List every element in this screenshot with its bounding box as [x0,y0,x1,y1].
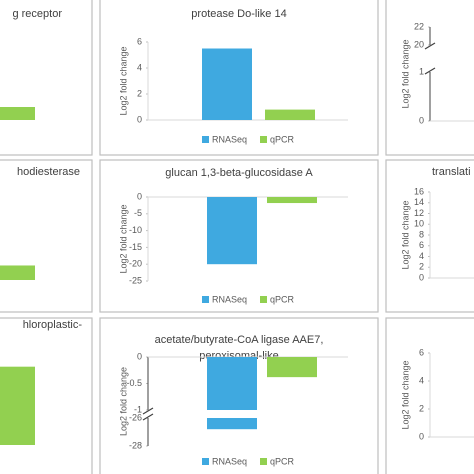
y-tick-label: -25 [129,275,142,285]
y-tick-label: -5 [134,208,142,218]
y-tick-label: 14 [414,197,424,207]
bar [267,197,317,204]
y-tick-label: 4 [419,251,424,261]
y-tick-label: 22 [414,21,424,31]
legend-swatch [202,136,209,143]
chart-title: acetate/butyrate-CoA ligase AAE7, [155,334,324,346]
y-tick-label: 4 [419,375,424,385]
legend-swatch [260,458,267,465]
chart-title: hloroplastic- [23,319,83,331]
y-tick-label: 2 [419,262,424,272]
y-axis-label: Log2 fold change [118,46,128,115]
panel-frame [0,0,93,156]
chart-title: protease Do-like 14 [191,8,286,20]
y-tick-label: 4 [137,62,142,72]
panel-frame [99,0,379,156]
panel-frame [99,159,379,313]
y-tick-label: -15 [129,242,142,252]
chart-title: glucan 1,3-beta-glucosidase A [165,167,313,179]
y-tick-label: 0 [137,114,142,124]
y-tick-label: 10 [414,219,424,229]
legend-swatch [260,136,267,143]
panel-frame [385,159,474,313]
y-tick-label: 20 [414,39,424,49]
chart-title: g receptor [12,8,62,20]
panel-frame [99,317,379,474]
legend-label: RNASeq [212,134,247,144]
legend-label: qPCR [270,294,295,304]
y-tick-label: 1 [419,66,424,76]
y-tick-label: -26 [129,412,142,422]
y-tick-label: -1 [134,404,142,414]
legend-label: RNASeq [212,294,247,304]
y-tick-label: 6 [419,240,424,250]
y-tick-label: -28 [129,440,142,450]
bar [207,357,257,410]
y-axis-label: Log2 fold change [400,360,410,429]
bar [0,107,35,120]
bar [265,109,315,120]
y-tick-label: 0 [419,272,424,282]
y-axis-label: Log2 fold change [400,200,410,269]
y-tick-label: -20 [129,259,142,269]
chart-title: hodiesterase [17,166,80,178]
y-tick-label: 0 [419,431,424,441]
bar [267,357,317,378]
axis-break [424,42,436,50]
y-axis-label: Log2 fold change [118,367,128,436]
y-tick-label: 12 [414,208,424,218]
y-tick-label: 16 [414,186,424,196]
panel-frame [0,159,93,313]
bar [207,418,257,430]
y-tick-label: 0 [137,351,142,361]
panel-frame [0,317,93,474]
axis-break [424,67,436,75]
y-tick-label: 8 [419,229,424,239]
y-tick-label: 6 [137,36,142,46]
legend-label: RNASeq [212,456,247,466]
bar [202,48,252,120]
y-axis-label: Log2 fold change [400,39,410,108]
axis-break [142,413,154,421]
panel-frame [385,0,474,156]
y-tick-label: -10 [129,225,142,235]
panel-frame [385,317,474,474]
y-axis-label: Log2 fold change [118,204,128,273]
bar [0,265,35,280]
legend-label: qPCR [270,134,295,144]
chart-title: translati [432,166,471,178]
y-tick-label: 0 [419,115,424,125]
legend-swatch [202,296,209,303]
bar [207,197,257,265]
y-tick-label: -0.5 [126,378,142,388]
y-tick-label: 2 [137,88,142,98]
legend-swatch [202,458,209,465]
axis-break [142,407,154,415]
y-tick-label: 0 [137,191,142,201]
bar [0,366,35,445]
legend-label: qPCR [270,456,295,466]
y-tick-label: 2 [419,403,424,413]
legend-swatch [260,296,267,303]
y-tick-label: 6 [419,347,424,357]
